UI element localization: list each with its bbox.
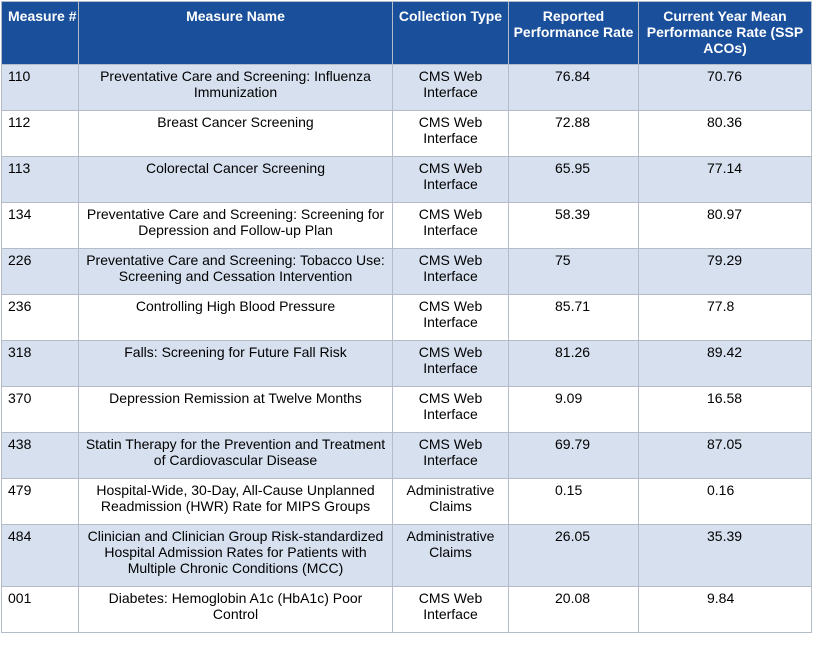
- mean-rate-cell: 79.29: [638, 248, 812, 295]
- reported-rate-cell: 26.05: [508, 524, 639, 587]
- measure-name-cell: Depression Remission at Twelve Months: [78, 386, 393, 433]
- header-row: Measure # Measure Name Collection Type R…: [1, 1, 812, 65]
- measure-number-cell: 113: [1, 156, 79, 203]
- mean-rate-cell: 16.58: [638, 386, 812, 433]
- collection-type-cell: CMS Web Interface: [392, 432, 509, 479]
- reported-rate-cell: 9.09: [508, 386, 639, 433]
- measure-name-cell: Clinician and Clinician Group Risk-stand…: [78, 524, 393, 587]
- collection-type-cell: CMS Web Interface: [392, 340, 509, 387]
- measure-number-cell: 370: [1, 386, 79, 433]
- measure-number-cell: 438: [1, 432, 79, 479]
- measure-number-cell: 001: [1, 586, 79, 633]
- mean-rate-cell: 89.42: [638, 340, 812, 387]
- table-row: 484 Clinician and Clinician Group Risk-s…: [1, 524, 812, 587]
- measure-name-cell: Preventative Care and Screening: Tobacco…: [78, 248, 393, 295]
- mean-rate-cell: 9.84: [638, 586, 812, 633]
- measure-number-cell: 236: [1, 294, 79, 341]
- header-reported-rate: Reported Performance Rate: [508, 1, 639, 65]
- measure-name-cell: Breast Cancer Screening: [78, 110, 393, 157]
- table-row: 112 Breast Cancer Screening CMS Web Inte…: [1, 110, 812, 157]
- reported-rate-cell: 76.84: [508, 64, 639, 111]
- collection-type-cell: CMS Web Interface: [392, 156, 509, 203]
- table-row: 236 Controlling High Blood Pressure CMS …: [1, 294, 812, 341]
- measure-number-cell: 226: [1, 248, 79, 295]
- mean-rate-cell: 87.05: [638, 432, 812, 479]
- measure-name-cell: Controlling High Blood Pressure: [78, 294, 393, 341]
- reported-rate-cell: 58.39: [508, 202, 639, 249]
- measure-number-cell: 318: [1, 340, 79, 387]
- mean-rate-cell: 77.8: [638, 294, 812, 341]
- reported-rate-cell: 75: [508, 248, 639, 295]
- table-row: 110 Preventative Care and Screening: Inf…: [1, 64, 812, 111]
- reported-rate-cell: 20.08: [508, 586, 639, 633]
- measure-number-cell: 484: [1, 524, 79, 587]
- reported-rate-cell: 65.95: [508, 156, 639, 203]
- header-collection-type: Collection Type: [392, 1, 509, 65]
- table-row: 113 Colorectal Cancer Screening CMS Web …: [1, 156, 812, 203]
- table-body: 110 Preventative Care and Screening: Inf…: [1, 64, 812, 633]
- table-row: 318 Falls: Screening for Future Fall Ris…: [1, 340, 812, 387]
- measure-name-cell: Hospital-Wide, 30-Day, All-Cause Unplann…: [78, 478, 393, 525]
- collection-type-cell: CMS Web Interface: [392, 294, 509, 341]
- mean-rate-cell: 0.16: [638, 478, 812, 525]
- measure-number-cell: 110: [1, 64, 79, 111]
- table-row: 370 Depression Remission at Twelve Month…: [1, 386, 812, 433]
- measure-number-cell: 134: [1, 202, 79, 249]
- reported-rate-cell: 0.15: [508, 478, 639, 525]
- reported-rate-cell: 69.79: [508, 432, 639, 479]
- reported-rate-cell: 72.88: [508, 110, 639, 157]
- table-row: 438 Statin Therapy for the Prevention an…: [1, 432, 812, 479]
- header-mean-rate: Current Year Mean Performance Rate (SSP …: [638, 1, 812, 65]
- measure-name-cell: Statin Therapy for the Prevention and Tr…: [78, 432, 393, 479]
- measure-name-cell: Falls: Screening for Future Fall Risk: [78, 340, 393, 387]
- collection-type-cell: CMS Web Interface: [392, 248, 509, 295]
- header-measure-number: Measure #: [1, 1, 79, 65]
- collection-type-cell: Administrative Claims: [392, 478, 509, 525]
- mean-rate-cell: 80.36: [638, 110, 812, 157]
- measures-table: Measure # Measure Name Collection Type R…: [1, 1, 812, 633]
- table-header: Measure # Measure Name Collection Type R…: [1, 1, 812, 65]
- collection-type-cell: CMS Web Interface: [392, 586, 509, 633]
- measure-name-cell: Preventative Care and Screening: Screeni…: [78, 202, 393, 249]
- collection-type-cell: CMS Web Interface: [392, 110, 509, 157]
- collection-type-cell: Administrative Claims: [392, 524, 509, 587]
- mean-rate-cell: 77.14: [638, 156, 812, 203]
- table-row: 134 Preventative Care and Screening: Scr…: [1, 202, 812, 249]
- table-row: 001 Diabetes: Hemoglobin A1c (HbA1c) Poo…: [1, 586, 812, 633]
- mean-rate-cell: 70.76: [638, 64, 812, 111]
- header-measure-name: Measure Name: [78, 1, 393, 65]
- measure-number-cell: 112: [1, 110, 79, 157]
- reported-rate-cell: 81.26: [508, 340, 639, 387]
- collection-type-cell: CMS Web Interface: [392, 64, 509, 111]
- mean-rate-cell: 35.39: [638, 524, 812, 587]
- collection-type-cell: CMS Web Interface: [392, 202, 509, 249]
- measure-name-cell: Diabetes: Hemoglobin A1c (HbA1c) Poor Co…: [78, 586, 393, 633]
- measure-number-cell: 479: [1, 478, 79, 525]
- table-row: 226 Preventative Care and Screening: Tob…: [1, 248, 812, 295]
- collection-type-cell: CMS Web Interface: [392, 386, 509, 433]
- mean-rate-cell: 80.97: [638, 202, 812, 249]
- measure-name-cell: Colorectal Cancer Screening: [78, 156, 393, 203]
- table-row: 479 Hospital-Wide, 30-Day, All-Cause Unp…: [1, 478, 812, 525]
- reported-rate-cell: 85.71: [508, 294, 639, 341]
- measure-name-cell: Preventative Care and Screening: Influen…: [78, 64, 393, 111]
